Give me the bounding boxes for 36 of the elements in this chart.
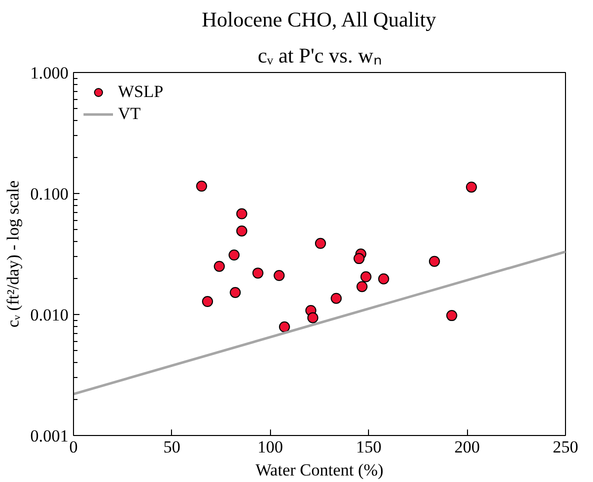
point: [330, 292, 342, 304]
x-tick-label: 150: [356, 438, 382, 456]
point: [356, 281, 368, 292]
y-tick-label: 1.000: [30, 64, 68, 82]
y-tick-label: 0.001: [30, 426, 68, 446]
x-tick-label: 200: [454, 438, 480, 456]
point: [360, 271, 372, 282]
y-tick-label: 0.100: [30, 184, 68, 204]
y-tick-label: 0.010: [30, 306, 68, 324]
point: [274, 270, 285, 281]
x-axis-title: Water Content (%): [256, 460, 384, 480]
point: [236, 225, 248, 236]
point: [307, 312, 318, 324]
point: [428, 256, 440, 267]
point: [278, 321, 290, 332]
point: [378, 273, 390, 284]
point: [236, 208, 248, 220]
point: [230, 287, 241, 298]
point: [354, 253, 365, 264]
x-tick-label: 250: [552, 438, 578, 456]
legend-label: WSLP: [118, 82, 164, 102]
point: [228, 250, 240, 261]
point: [214, 260, 225, 272]
point: [252, 268, 264, 279]
x-tick-label: 50: [163, 438, 180, 456]
point: [202, 296, 214, 308]
x-tick-label: 0: [69, 438, 78, 456]
x-tick-label: 100: [258, 438, 284, 456]
point: [446, 310, 458, 322]
y-axis-title: cᵥ (ft²/day) - log scale: [3, 180, 22, 328]
chart-title: Holocene CHO, All Quality: [202, 8, 437, 32]
point: [466, 182, 477, 193]
point: [196, 180, 208, 192]
chart-subtitle: cᵥ at P'c vs. wₙ: [258, 44, 382, 68]
point: [314, 238, 326, 249]
legend-label: VT: [118, 104, 141, 124]
